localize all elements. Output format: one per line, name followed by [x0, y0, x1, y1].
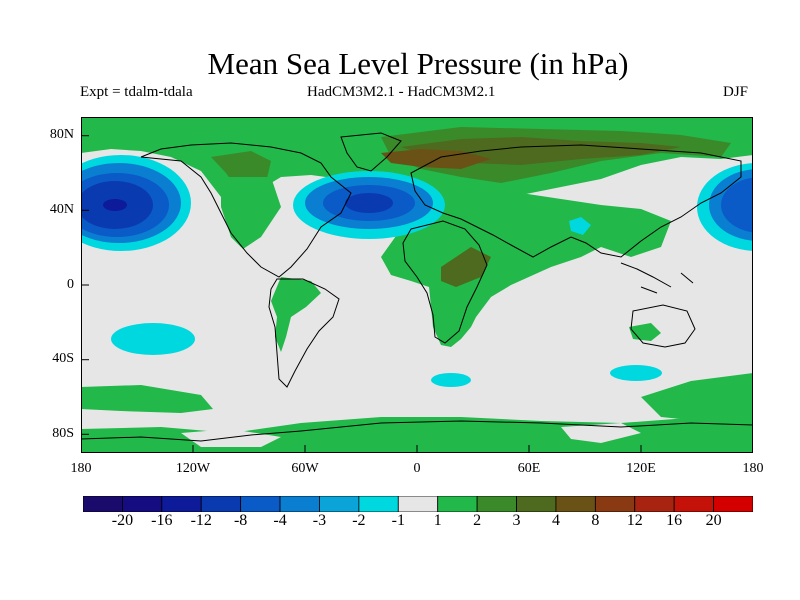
xtick-label-60e: 60E	[517, 461, 541, 476]
colorbar-label: -8	[233, 512, 248, 529]
xtick-label-60w: 60W	[291, 461, 319, 476]
ytick-label-40s: 40S	[52, 351, 74, 366]
experiment-label: Expt = tdalm-tdala	[80, 84, 193, 100]
south-atlantic-cyan-patch	[431, 373, 471, 387]
colorbar-label: -12	[190, 512, 212, 529]
south-america-green-region	[271, 277, 321, 352]
pressure-map	[81, 117, 753, 453]
colorbar-label: -3	[312, 512, 327, 529]
coastline-maritime-continent	[620, 262, 694, 294]
colorbar-swatch	[279, 496, 320, 512]
coastline-australia	[630, 304, 696, 348]
coastline-north-america	[140, 142, 352, 278]
colorbar-label: 12	[626, 512, 643, 529]
colorbar-swatch	[437, 496, 478, 512]
colorbar-swatch	[555, 496, 596, 512]
colorbar-label: 8	[591, 512, 600, 529]
north-pacific-low-east-midblue	[721, 177, 753, 233]
colorbar-swatch	[122, 496, 163, 512]
colorbar-label: 2	[473, 512, 482, 529]
antarctica-gray-gap-1	[181, 429, 281, 447]
colorbar-swatch	[673, 496, 714, 512]
season-label: DJF	[723, 84, 749, 100]
colorbar-label: 4	[551, 512, 560, 529]
colorbar-swatch	[200, 496, 242, 512]
coastline-greenland	[340, 132, 402, 172]
middle-east-olive-region	[441, 247, 491, 287]
antarctica-gray-gap-2	[561, 423, 641, 443]
chart-title: Mean Sea Level Pressure (in hPa)	[207, 46, 629, 81]
south-pacific-cyan-patch	[111, 323, 195, 355]
xtick-label-120w: 120W	[175, 461, 211, 476]
colorbar-label: 20	[705, 512, 722, 529]
xtick-label-180e: 180	[742, 461, 764, 476]
colorbar-label: -20	[111, 512, 134, 529]
colorbar	[83, 496, 753, 512]
colorbar-swatch	[634, 496, 675, 512]
north-atlantic-low-core	[345, 193, 393, 213]
colorbar-label: 1	[433, 512, 442, 529]
coastlines	[81, 132, 753, 442]
indian-ocean-cyan-spot	[569, 217, 591, 235]
colorbar-swatch	[713, 496, 753, 512]
north-america-green-lobe	[221, 177, 281, 249]
ytick-label-80s: 80S	[52, 426, 74, 441]
xtick-label-0: 0	[413, 461, 421, 476]
colorbar-label: 16	[666, 512, 683, 529]
colorbar-swatch	[240, 496, 281, 512]
colorbar-swatch	[476, 496, 517, 512]
coastline-africa	[402, 220, 488, 344]
southern-ocean-green-east	[641, 373, 753, 421]
colorbar-label: -2	[352, 512, 366, 529]
colorbar-swatch	[516, 496, 557, 512]
xtick-label-180w: 180	[70, 461, 92, 476]
africa-asia-green-region	[381, 193, 671, 347]
coastline-eurasia	[410, 144, 742, 258]
ytick-label-40n: 40N	[49, 202, 74, 217]
colorbar-label: 3	[512, 512, 521, 529]
colorbar-label: -4	[273, 512, 287, 529]
coastline-antarctica	[81, 420, 753, 442]
colorbar-swatch	[594, 496, 636, 512]
north-pacific-low-core	[103, 199, 127, 211]
colorbar-swatch	[397, 496, 439, 512]
southern-ocean-green-west	[81, 385, 213, 413]
ytick-label-0: 0	[67, 277, 74, 292]
colorbar-swatch	[83, 496, 123, 512]
xtick-label-120e: 120E	[626, 461, 656, 476]
colorbar-swatch	[358, 496, 399, 512]
colorbar-label: -16	[151, 512, 173, 529]
colorbar-swatch	[161, 496, 202, 512]
model-comparison-label: HadCM3M2.1 - HadCM3M2.1	[307, 84, 496, 100]
axis-ticks	[81, 135, 642, 453]
coastline-south-america	[268, 278, 340, 388]
colorbar-label: -1	[391, 512, 405, 529]
colorbar-swatch	[319, 496, 360, 512]
ytick-label-80n: 80N	[49, 127, 74, 142]
south-indian-cyan-patch	[610, 365, 662, 381]
